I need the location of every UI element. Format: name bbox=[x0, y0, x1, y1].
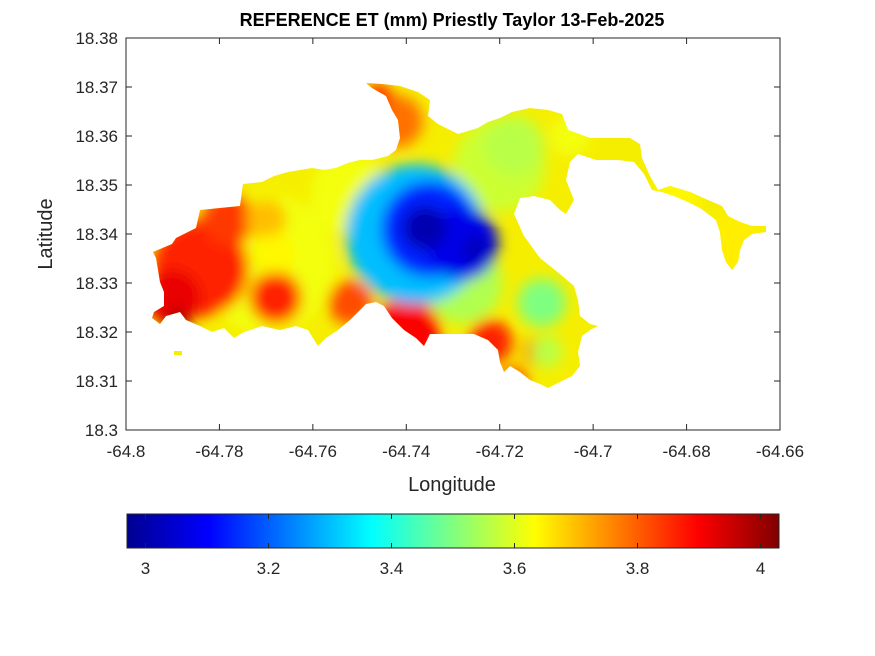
et-cell bbox=[403, 206, 447, 251]
y-axis-label: Latitude bbox=[35, 198, 57, 269]
x-tick-label: -64.66 bbox=[756, 442, 804, 461]
x-axis-label: Longitude bbox=[408, 474, 496, 496]
colorbar-tick-label: 3 bbox=[141, 559, 150, 578]
y-tick-label: 18.33 bbox=[75, 274, 118, 293]
x-tick-label: -64.8 bbox=[107, 442, 146, 461]
y-tick-label: 18.34 bbox=[75, 225, 118, 244]
colorbar-axis: 3 3.2 3.4 3.6 3.8 4 bbox=[141, 514, 765, 578]
y-tick-label: 18.3 bbox=[85, 421, 118, 440]
x-tick-label: -64.76 bbox=[289, 442, 337, 461]
et-cell bbox=[530, 335, 563, 368]
y-axis: 18.3 18.31 18.32 18.33 18.34 18.35 18.36 18.37 1… bbox=[75, 29, 780, 440]
y-tick-label: 18.32 bbox=[75, 323, 118, 342]
y-tick-label: 18.35 bbox=[75, 176, 118, 195]
et-cell bbox=[249, 271, 302, 324]
colorbar-tick-label: 3.8 bbox=[626, 559, 650, 578]
x-tick-label: -64.78 bbox=[195, 442, 243, 461]
x-axis: -64.8 -64.78 -64.76 -64.74 -64.72 -64.7 -64.68… bbox=[107, 38, 804, 461]
et-cell bbox=[255, 233, 296, 274]
colorbar-tick-label: 3.4 bbox=[380, 559, 404, 578]
colorbar-tick-label: 3.6 bbox=[503, 559, 527, 578]
y-tick-label: 18.31 bbox=[75, 372, 118, 391]
y-tick-label: 18.36 bbox=[75, 127, 118, 146]
et-cell bbox=[460, 233, 493, 266]
x-tick-label: -64.68 bbox=[662, 442, 710, 461]
et-cell bbox=[517, 278, 566, 327]
y-tick-label: 18.37 bbox=[75, 78, 118, 97]
x-tick-label: -64.7 bbox=[574, 442, 613, 461]
et-cell bbox=[483, 115, 544, 176]
et-cell bbox=[246, 199, 287, 240]
chart-title: REFERENCE ET (mm) Priestly Taylor 13-Feb… bbox=[240, 10, 665, 30]
colorbar-tick-label: 3.2 bbox=[257, 559, 281, 578]
x-tick-label: -64.74 bbox=[382, 442, 430, 461]
x-tick-label: -64.72 bbox=[476, 442, 524, 461]
colorbar-tick-label: 4 bbox=[756, 559, 765, 578]
colorbar bbox=[126, 513, 780, 549]
y-tick-label: 18.38 bbox=[75, 29, 118, 48]
